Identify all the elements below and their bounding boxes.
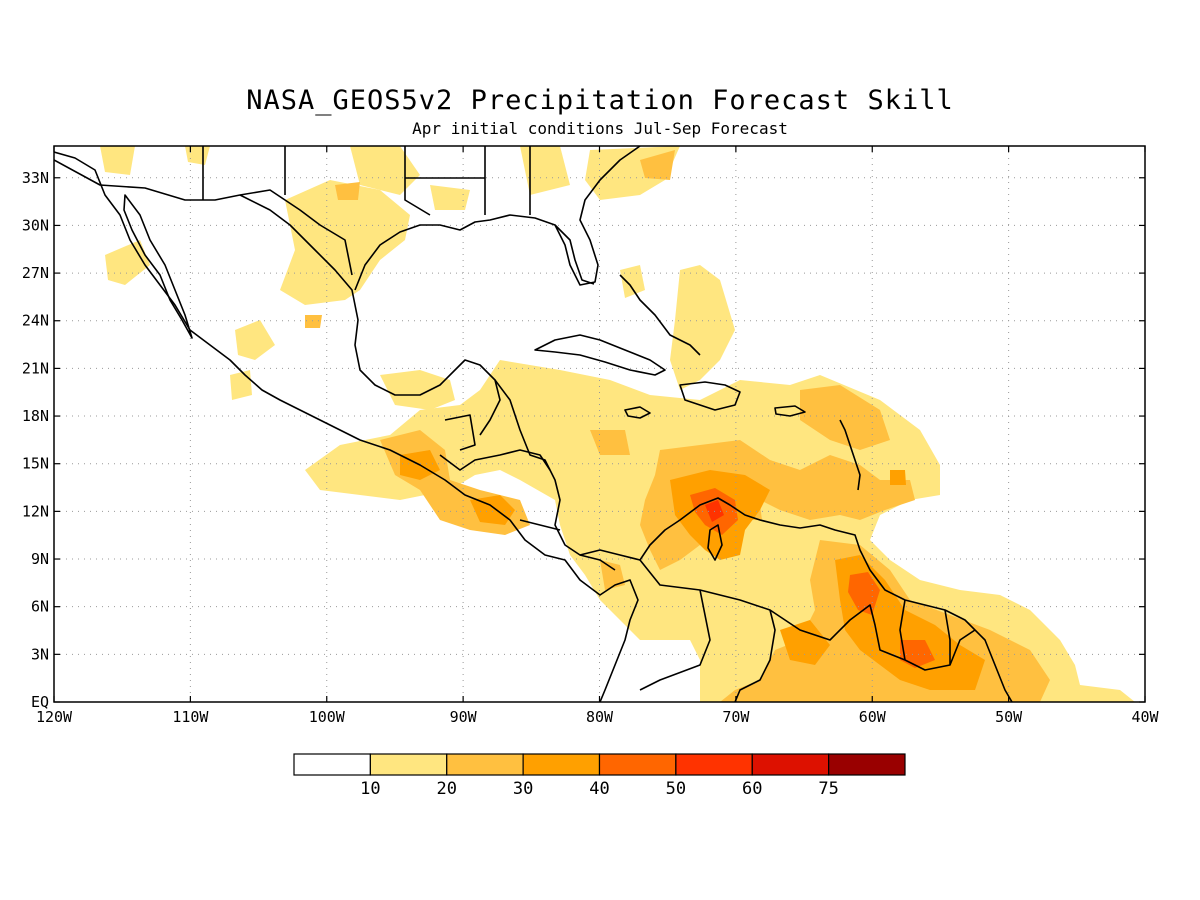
colorbar-swatch (598, 753, 677, 776)
lat-tick-label: 33N (22, 169, 49, 187)
coastlines (54, 146, 1013, 702)
colorbar-label: 60 (742, 779, 762, 799)
colorbar-swatch (446, 753, 524, 776)
lat-tick-label: EQ (31, 693, 49, 711)
colorbar-swatch (293, 753, 371, 776)
colorbar-swatch (675, 753, 753, 776)
colorbar-swatch (522, 753, 601, 776)
colorbar-swatch (751, 753, 830, 776)
lat-tick-label: 15N (22, 455, 49, 473)
skill-shading (100, 146, 1135, 702)
lat-tick-label: 21N (22, 359, 49, 377)
colorbar-swatch (369, 753, 448, 776)
lon-tick-label: 90W (450, 708, 478, 726)
lat-tick-label: 12N (22, 502, 49, 520)
lon-tick-label: 40W (1131, 708, 1159, 726)
colorbar-label: 75 (818, 779, 838, 799)
lat-tick-label: 6N (31, 598, 49, 616)
lat-tick-label: 3N (31, 645, 49, 663)
lon-tick-label: 120W (36, 708, 73, 726)
axis-ticks: 120W 110W 100W 90W 80W 70W 60W 50W 40W EQ 3N 6N 9N 12… (22, 146, 1160, 726)
lon-tick-label: 60W (859, 708, 887, 726)
lon-tick-label: 80W (586, 708, 614, 726)
colorbar: 10 20 30 40 50 60 75 (293, 753, 906, 799)
colorbar-swatch (828, 753, 906, 776)
lat-tick-label: 30N (22, 216, 49, 234)
lon-tick-label: 50W (995, 708, 1023, 726)
lat-tick-label: 27N (22, 264, 49, 282)
lat-tick-label: 24N (22, 312, 49, 330)
colorbar-label: 20 (437, 779, 457, 799)
lon-tick-label: 100W (309, 708, 346, 726)
lon-tick-label: 110W (172, 708, 209, 726)
map-subtitle: Apr initial conditions Jul-Sep Forecast (412, 119, 788, 138)
lat-tick-label: 9N (31, 550, 49, 568)
colorbar-label: 50 (666, 779, 686, 799)
lat-tick-label: 18N (22, 407, 49, 425)
lon-tick-label: 70W (722, 708, 750, 726)
colorbar-label: 10 (360, 779, 380, 799)
colorbar-label: 30 (513, 779, 533, 799)
map-title: NASA_GEOS5v2 Precipitation Forecast Skil… (246, 85, 954, 116)
colorbar-label: 40 (589, 779, 609, 799)
